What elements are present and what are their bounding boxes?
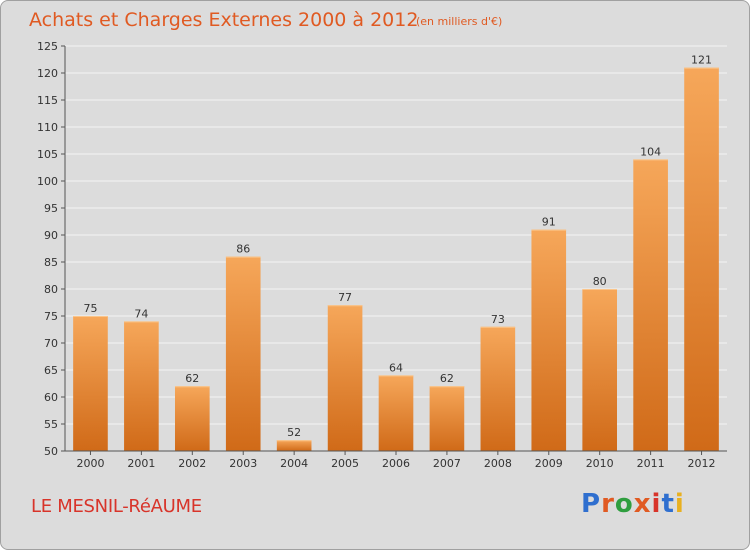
- y-tick-label: 80: [44, 283, 58, 296]
- bar-2001[interactable]: [124, 321, 159, 451]
- x-tick-label: 2002: [178, 457, 206, 470]
- bar-2000[interactable]: [73, 316, 108, 451]
- y-tick-label: 85: [44, 256, 58, 269]
- x-tick-label: 2005: [331, 457, 359, 470]
- data-label: 104: [640, 145, 661, 158]
- y-tick-label: 125: [37, 40, 58, 53]
- y-tick-label: 50: [44, 445, 58, 458]
- logo-letter: i: [674, 489, 685, 519]
- data-label: 80: [593, 275, 607, 288]
- x-tick-label: 2010: [586, 457, 614, 470]
- chart-title: Achats et Charges Externes 2000 à 2012: [29, 9, 419, 31]
- x-tick-label: 2011: [637, 457, 665, 470]
- chart-subtitle: (en milliers d'€): [416, 15, 503, 28]
- x-tick-label: 2000: [76, 457, 104, 470]
- bar-2008[interactable]: [480, 326, 516, 451]
- bar-2002[interactable]: [174, 386, 210, 451]
- y-tick-label: 110: [37, 121, 58, 134]
- bars-layer: 75 74 62 86 52 77 64 62 73 91 80 104 121: [73, 54, 719, 451]
- x-tick-label: 2006: [382, 457, 410, 470]
- data-label: 62: [185, 372, 199, 385]
- bar-2005[interactable]: [327, 305, 363, 451]
- bar-2004[interactable]: [276, 440, 312, 451]
- y-tick-label: 105: [37, 148, 58, 161]
- x-tick-label: 2003: [229, 457, 257, 470]
- y-tick-label: 75: [44, 310, 58, 323]
- logo-letter: i: [651, 489, 662, 519]
- data-label: 77: [338, 291, 352, 304]
- data-label: 62: [440, 372, 454, 385]
- data-label: 86: [236, 243, 250, 256]
- data-label: 91: [542, 216, 556, 229]
- data-label: 74: [134, 307, 148, 320]
- y-tick-label: 55: [44, 418, 58, 431]
- y-tick-label: 90: [44, 229, 58, 242]
- y-tick-label: 95: [44, 202, 58, 215]
- y-tick-label: 65: [44, 364, 58, 377]
- y-tick-label: 100: [37, 175, 58, 188]
- logo-letter: P: [581, 489, 602, 519]
- y-tick-label: 115: [37, 94, 58, 107]
- x-tick-label: 2009: [535, 457, 563, 470]
- bar-2007[interactable]: [429, 386, 465, 451]
- bar-2003[interactable]: [225, 256, 261, 451]
- x-tick-label: 2012: [688, 457, 716, 470]
- data-label: 64: [389, 361, 403, 374]
- logo-letter: o: [614, 489, 634, 519]
- x-tick-label: 2004: [280, 457, 308, 470]
- bar-2012[interactable]: [684, 67, 719, 451]
- x-tick-label: 2001: [127, 457, 155, 470]
- commune-name: LE MESNIL-RéAUME: [31, 496, 202, 517]
- logo-letter: t: [661, 489, 675, 519]
- bar-2009[interactable]: [531, 229, 567, 451]
- axis-layer: 50 55 60 65 70 75 80 85 90 95 100 105 110 115 120 125 20…: [37, 40, 727, 470]
- y-tick-label: 120: [37, 67, 58, 80]
- logo-letter: x: [633, 489, 652, 519]
- data-label: 73: [491, 313, 505, 326]
- data-label: 121: [691, 54, 712, 67]
- proxiti-logo[interactable]: Proxiti: [581, 489, 685, 519]
- bar-2011[interactable]: [633, 159, 668, 451]
- bar-2006[interactable]: [378, 375, 414, 451]
- x-tick-label: 2008: [484, 457, 512, 470]
- y-tick-label: 70: [44, 337, 58, 350]
- data-label: 75: [83, 302, 97, 315]
- y-tick-label: 60: [44, 391, 58, 404]
- data-label: 52: [287, 426, 301, 439]
- bar-2010[interactable]: [582, 289, 618, 451]
- x-tick-label: 2007: [433, 457, 461, 470]
- logo-letter: r: [601, 489, 615, 519]
